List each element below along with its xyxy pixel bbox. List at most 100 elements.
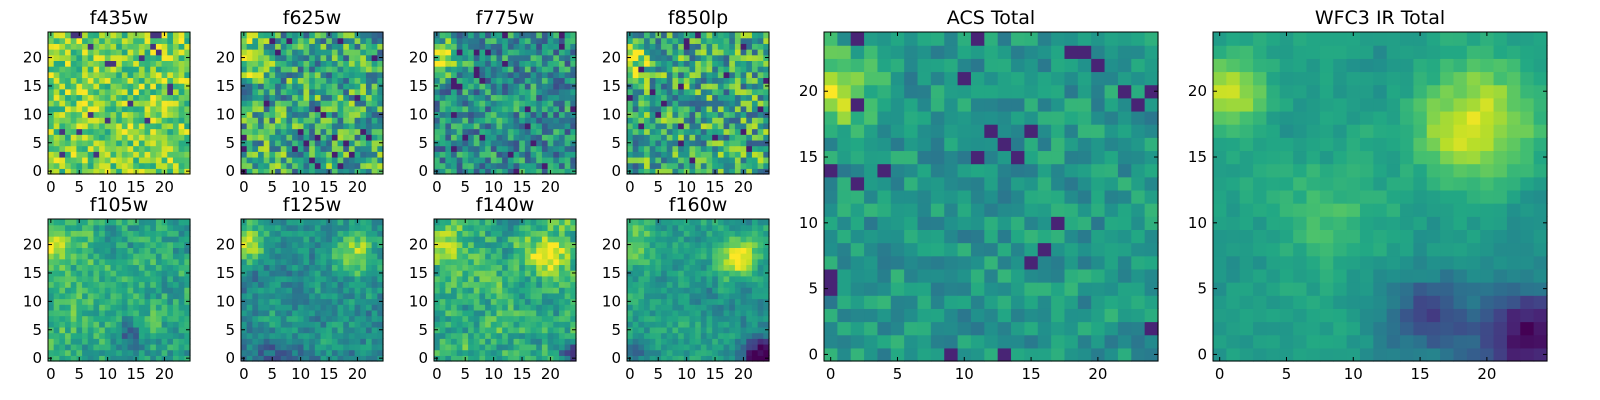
heatmap-cell xyxy=(717,298,725,305)
heatmap-cell xyxy=(150,275,157,283)
heatmap-cell xyxy=(110,253,117,260)
heatmap-cell xyxy=(155,151,163,158)
heatmap-cell xyxy=(167,326,174,334)
heatmap-cell xyxy=(337,236,344,243)
heatmap-cell xyxy=(627,117,634,124)
heatmap-cell xyxy=(53,88,60,96)
heatmap-cell xyxy=(326,156,333,164)
heatmap-cell xyxy=(649,100,656,107)
heatmap-cell xyxy=(553,298,560,305)
heatmap-cell xyxy=(161,88,168,96)
heatmap-cell xyxy=(269,332,276,339)
heatmap-cell xyxy=(496,145,503,152)
heatmap-cell xyxy=(297,122,305,130)
heatmap-cell xyxy=(456,292,463,300)
heatmap-cell xyxy=(360,338,367,345)
heatmap-cell xyxy=(712,349,719,356)
heatmap-cell xyxy=(439,264,446,271)
heatmap-cell xyxy=(377,309,384,317)
heatmap-cell xyxy=(740,105,747,113)
heatmap-cell xyxy=(689,309,696,317)
heatmap-cell xyxy=(127,88,134,96)
heatmap-cell xyxy=(144,298,151,305)
heatmap-cell xyxy=(365,321,373,328)
heatmap-cell xyxy=(241,37,248,44)
heatmap-cell xyxy=(309,275,316,283)
heatmap-cell xyxy=(558,315,566,322)
heatmap-cell xyxy=(280,66,288,73)
heatmap-cell xyxy=(314,287,322,294)
heatmap-cell xyxy=(184,117,191,124)
heatmap-cell xyxy=(712,139,719,147)
heatmap-cell xyxy=(632,100,639,107)
heatmap-cell xyxy=(348,111,356,118)
heatmap-cell xyxy=(683,71,691,79)
heatmap-cell xyxy=(485,100,492,107)
heatmap-cell xyxy=(365,100,373,107)
heatmap-cell xyxy=(564,343,571,351)
heatmap-cell xyxy=(360,309,367,317)
heatmap-cell xyxy=(280,219,288,226)
heatmap-cell xyxy=(297,66,305,73)
heatmap-cell xyxy=(729,281,736,288)
heatmap-cell xyxy=(672,134,679,141)
heatmap-cell xyxy=(757,162,764,169)
heatmap-cell xyxy=(354,321,361,328)
heatmap-cell xyxy=(82,145,89,152)
heatmap-cell xyxy=(172,258,180,266)
heatmap-cell xyxy=(547,230,554,237)
heatmap-cell xyxy=(275,105,282,113)
heatmap-cell xyxy=(706,83,713,90)
heatmap-cell xyxy=(479,236,486,243)
heatmap-cell xyxy=(723,275,730,283)
heatmap-cell xyxy=(320,247,327,254)
heatmap-cell xyxy=(127,32,134,39)
heatmap-cell xyxy=(751,88,759,96)
heatmap-cell xyxy=(343,168,350,175)
heatmap-cell xyxy=(48,287,55,294)
heatmap-cell xyxy=(473,321,481,328)
heatmap-cell xyxy=(303,281,310,288)
heatmap-cell xyxy=(337,156,344,164)
heatmap-cell xyxy=(178,168,185,175)
heatmap-cell xyxy=(292,355,299,362)
heatmap-cell xyxy=(468,105,475,113)
heatmap-cell xyxy=(507,43,515,50)
heatmap-cell xyxy=(712,332,719,339)
heatmap-cell xyxy=(82,241,89,248)
heatmap-cell xyxy=(740,139,747,147)
heatmap-cell xyxy=(706,304,713,311)
heatmap-cell xyxy=(275,83,282,90)
heatmap-cell xyxy=(280,60,288,67)
heatmap-cell xyxy=(303,270,310,277)
heatmap-cell xyxy=(371,315,378,322)
heatmap-cell xyxy=(746,162,753,169)
heatmap-cell xyxy=(269,321,276,328)
heatmap-cell xyxy=(462,224,469,231)
heatmap-cell xyxy=(309,264,316,271)
heatmap-cell xyxy=(275,43,282,50)
heatmap-cell xyxy=(286,355,293,362)
heatmap-cell xyxy=(331,309,339,317)
heatmap-cell xyxy=(309,247,316,254)
heatmap-cell xyxy=(309,292,316,300)
heatmap-cell xyxy=(155,43,163,50)
heatmap-cell xyxy=(76,292,83,300)
heatmap-cell xyxy=(275,162,282,169)
heatmap-cell xyxy=(184,151,191,158)
heatmap-cell xyxy=(473,338,481,345)
heatmap-cell xyxy=(320,338,327,345)
heatmap-cell xyxy=(99,83,106,90)
heatmap-cell xyxy=(644,71,651,79)
heatmap-cell xyxy=(530,60,537,67)
heatmap-cell xyxy=(371,355,378,362)
heatmap-cell xyxy=(65,94,72,101)
heatmap-cell xyxy=(263,338,270,345)
heatmap-cell xyxy=(541,43,549,50)
x-tick-label: 15 xyxy=(319,365,338,383)
heatmap-cell xyxy=(121,315,129,322)
heatmap-cell xyxy=(473,83,481,90)
heatmap-cell xyxy=(246,43,253,50)
heatmap-cell xyxy=(541,332,549,339)
heatmap-cell xyxy=(507,315,515,322)
